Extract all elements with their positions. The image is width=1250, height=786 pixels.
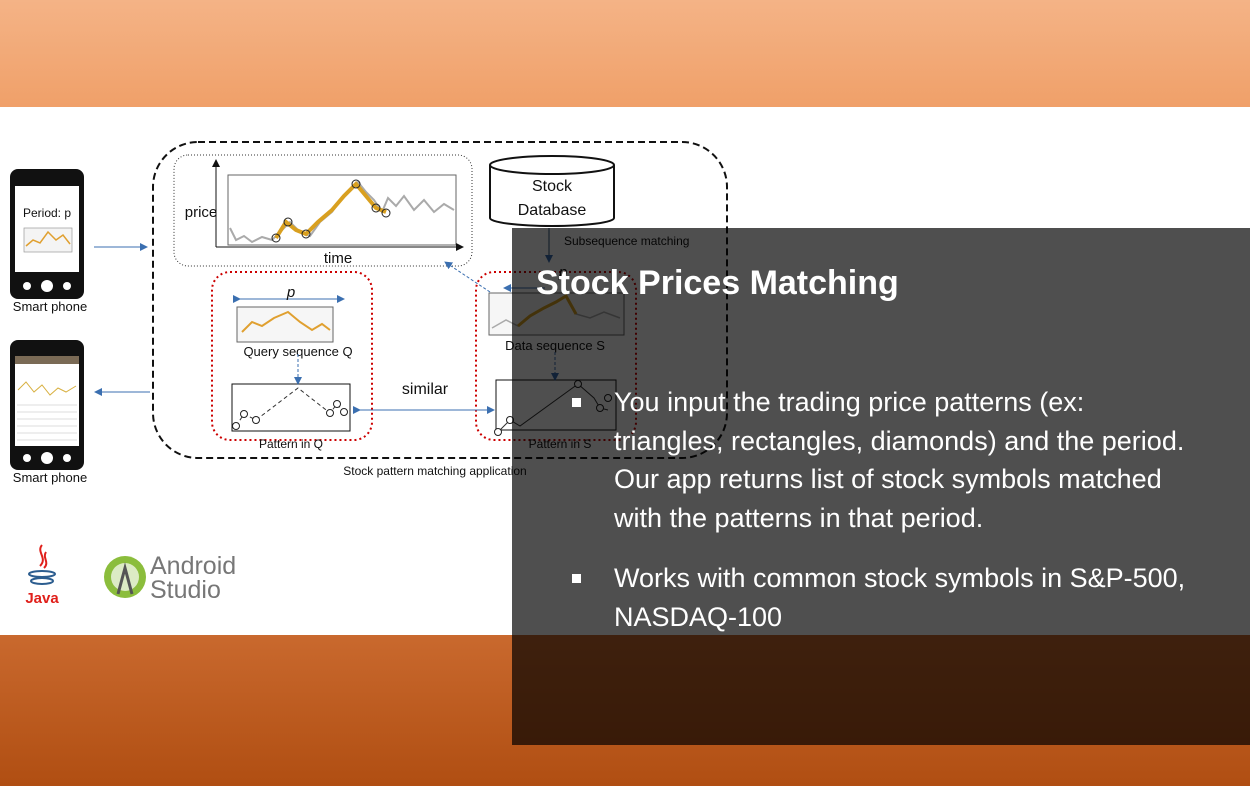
shape: [63, 454, 71, 462]
android-label: Studio: [150, 576, 221, 604]
phone-label: Smart phone: [13, 470, 87, 485]
shape: [489, 165, 615, 227]
y-axis-label: price: [185, 204, 218, 221]
shape: [326, 409, 334, 417]
android-label: Android: [150, 552, 236, 580]
bullet: You input the trading price patterns (ex…: [568, 383, 1188, 537]
chart-frame: [173, 154, 473, 267]
phone-screen-text: Period: p: [23, 206, 71, 220]
java-logo: [28, 544, 56, 585]
shape: [23, 282, 31, 290]
shape: [489, 155, 615, 175]
shape: [23, 454, 31, 462]
price-chart: [212, 159, 464, 251]
similar-label: similar: [402, 381, 449, 398]
shape: [28, 570, 56, 578]
shape: [301, 229, 311, 239]
shape: [111, 563, 139, 591]
pattern-q-label: Pattern in Q: [259, 437, 323, 451]
query-label: Query sequence Q: [243, 344, 352, 359]
android-logo: [104, 556, 146, 598]
shape: [241, 310, 331, 333]
shape: [271, 179, 391, 243]
overlay-panel: Stock Prices Matching You input the trad…: [512, 228, 1250, 745]
bullet: Works with common stock symbols in S&P-5…: [568, 559, 1188, 636]
shape: [271, 233, 281, 243]
shape: [494, 428, 502, 436]
query-frame: [211, 271, 373, 441]
database-label: Database: [518, 202, 587, 219]
query-period: p: [286, 284, 295, 301]
shape: [15, 356, 79, 446]
shape: [333, 400, 341, 408]
database-label: Stock: [532, 178, 573, 195]
shape: [232, 400, 348, 430]
top-band: [0, 0, 1250, 107]
phone-bottom: [10, 340, 84, 470]
java-label: Java: [25, 590, 59, 607]
shape: [351, 179, 361, 189]
shape: [283, 217, 293, 227]
phone-label: Smart phone: [13, 299, 87, 314]
app-label: Stock pattern matching application: [343, 464, 526, 478]
shape: [17, 381, 77, 396]
shape: [116, 562, 134, 595]
query-chart: [236, 306, 334, 343]
shape: [25, 230, 71, 247]
shape: [41, 452, 53, 464]
shape: [274, 181, 387, 240]
arrow: [444, 261, 491, 293]
database: [489, 155, 615, 227]
pattern-q: [231, 354, 351, 432]
bullet-list: You input the trading price patterns (ex…: [568, 383, 1188, 658]
shape: [371, 203, 381, 213]
shape: [41, 280, 53, 292]
shape: [227, 174, 457, 246]
app-frame: [152, 141, 728, 459]
shape: [381, 208, 391, 218]
shape: [340, 408, 348, 416]
shape: [252, 416, 260, 424]
shape: [231, 383, 351, 432]
shape: [30, 577, 54, 585]
shape: [17, 404, 77, 441]
shape: [240, 410, 248, 418]
x-axis-label: time: [324, 250, 352, 267]
panel-title: Stock Prices Matching: [536, 264, 899, 302]
shape: [15, 356, 79, 364]
shape: [39, 544, 48, 569]
shape: [63, 282, 71, 290]
shape: [232, 422, 240, 430]
phone-top: [10, 169, 84, 299]
